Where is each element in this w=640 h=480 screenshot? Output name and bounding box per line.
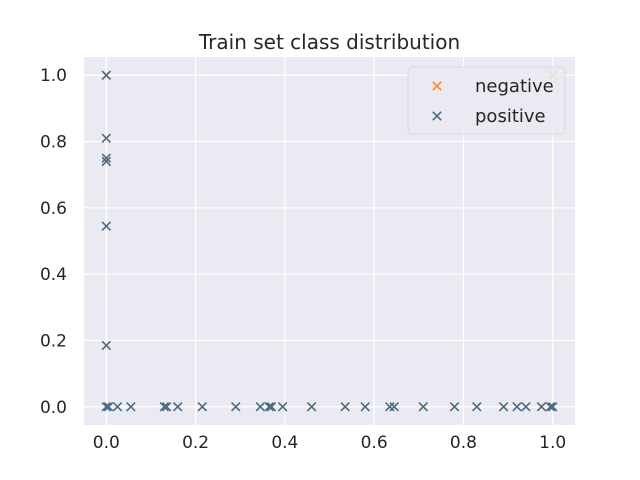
y-tick-label: 1.0 (40, 66, 67, 86)
data-point-positive (277, 402, 288, 412)
data-point-positive (512, 402, 522, 412)
x-tick-label: 1.0 (539, 433, 566, 453)
data-point-positive (159, 402, 170, 412)
data-point-positive (161, 402, 172, 412)
data-point-positive (384, 402, 395, 412)
y-tick-label: 0.0 (40, 398, 67, 418)
legend-label-positive: positive (475, 106, 546, 127)
data-points (101, 70, 558, 412)
data-point-positive (197, 402, 208, 412)
data-point-positive (306, 402, 317, 412)
data-point-positive (101, 340, 112, 351)
data-point-positive (389, 402, 399, 412)
data-point-positive (112, 402, 123, 412)
x-tick-label: 0.6 (361, 433, 388, 453)
y-tick-label: 0.8 (40, 133, 67, 153)
y-tick-label: 0.2 (40, 331, 67, 351)
x-tick-label: 0.4 (271, 433, 298, 453)
data-point-positive (498, 402, 509, 412)
legend-marker-positive (432, 111, 442, 121)
data-point-positive (172, 402, 183, 412)
data-point-positive (547, 402, 558, 412)
data-point-positive (101, 70, 112, 80)
legend-frame (407, 66, 566, 135)
data-point-positive (101, 221, 112, 231)
data-point-positive (255, 402, 266, 412)
grid-lines (84, 57, 575, 425)
x-tick-label: 0.8 (450, 433, 477, 453)
data-point-positive (101, 402, 112, 412)
data-point-positive (360, 402, 370, 412)
data-point-positive (472, 402, 482, 412)
data-point-positive (101, 156, 112, 167)
data-point-positive (418, 402, 429, 412)
data-point-positive (101, 133, 112, 143)
data-point-positive (103, 402, 114, 412)
y-tick-label: 0.4 (40, 265, 67, 285)
data-point-positive (101, 153, 112, 163)
data-point-positive (126, 402, 136, 412)
x-axis-ticks: 0.0 0.2 0.4 0.6 0.8 1.0 (93, 433, 566, 453)
x-tick-label: 0.0 (93, 433, 120, 453)
y-tick-label: 0.6 (40, 199, 67, 219)
data-point-positive (266, 402, 277, 412)
data-point-positive (545, 402, 556, 412)
chart-title: Train set class distribution (198, 30, 460, 54)
data-point-positive (521, 402, 531, 412)
data-point-positive (230, 402, 241, 412)
x-tick-label: 0.2 (182, 433, 209, 453)
data-point-positive (340, 402, 350, 412)
data-point-positive (264, 402, 275, 412)
legend-marker-negative (432, 81, 442, 91)
legend-label-negative: negative (475, 76, 554, 97)
y-axis-ticks: 0.0 0.2 0.4 0.6 0.8 1.0 (40, 66, 67, 418)
data-point-positive (449, 402, 460, 412)
data-point-positive (536, 402, 547, 412)
legend: negative positive (407, 66, 566, 135)
